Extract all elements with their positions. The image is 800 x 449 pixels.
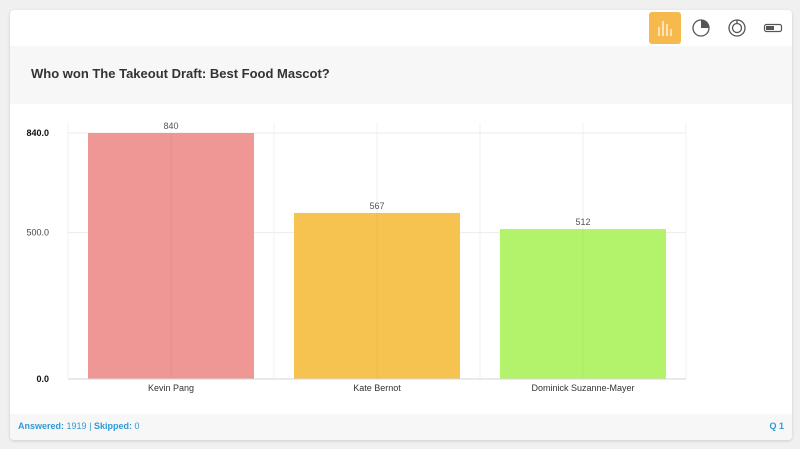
bar-chart-button[interactable] — [649, 12, 681, 44]
chart-type-toolbar — [10, 10, 792, 46]
stats-separator: | — [89, 421, 92, 431]
bar-value-label: 840 — [163, 121, 178, 131]
bar — [88, 133, 254, 379]
x-tick-label: Dominick Suzanne-Mayer — [531, 383, 634, 393]
bar — [294, 212, 460, 379]
bar — [500, 229, 666, 379]
view-toggle-button[interactable] — [757, 12, 789, 44]
bar-value-label: 567 — [369, 201, 384, 211]
donut-chart-icon — [728, 19, 746, 37]
bar-value-label: 512 — [575, 217, 590, 227]
y-tick-label: 0.0 — [36, 374, 49, 384]
bar-chart: 0.0 500.0 840.0 840 Kevin Pang 567 Kate Bernot… — [10, 104, 792, 414]
question-number: Q 1 — [769, 421, 784, 431]
y-tick-label: 500.0 — [26, 228, 49, 238]
x-tick-label: Kevin Pang — [148, 383, 194, 393]
skipped-count: 0 — [134, 421, 140, 431]
bar-chart-svg: 0.0 500.0 840.0 840 Kevin Pang 567 Kate Bernot… — [26, 121, 687, 393]
bar-chart-icon — [658, 21, 672, 36]
question-title: Who won The Takeout Draft: Best Food Mas… — [31, 66, 330, 81]
pie-chart-button[interactable] — [685, 12, 717, 44]
question-card: Who won The Takeout Draft: Best Food Mas… — [10, 10, 792, 440]
y-tick-label: 840.0 — [26, 128, 49, 138]
toggle-icon — [763, 23, 783, 33]
answered-count: 1919 — [66, 421, 87, 431]
answered-label: Answered: — [18, 421, 65, 431]
x-tick-label: Kate Bernot — [353, 383, 401, 393]
pie-chart-icon — [692, 19, 710, 37]
response-stats: Answered: 1919 | Skipped: 0 — [18, 421, 139, 431]
response-footer: Answered: 1919 | Skipped: 0 Q 1 — [10, 414, 792, 440]
question-header: Who won The Takeout Draft: Best Food Mas… — [10, 46, 792, 104]
skipped-label: Skipped: — [93, 421, 132, 431]
donut-chart-button[interactable] — [721, 12, 753, 44]
